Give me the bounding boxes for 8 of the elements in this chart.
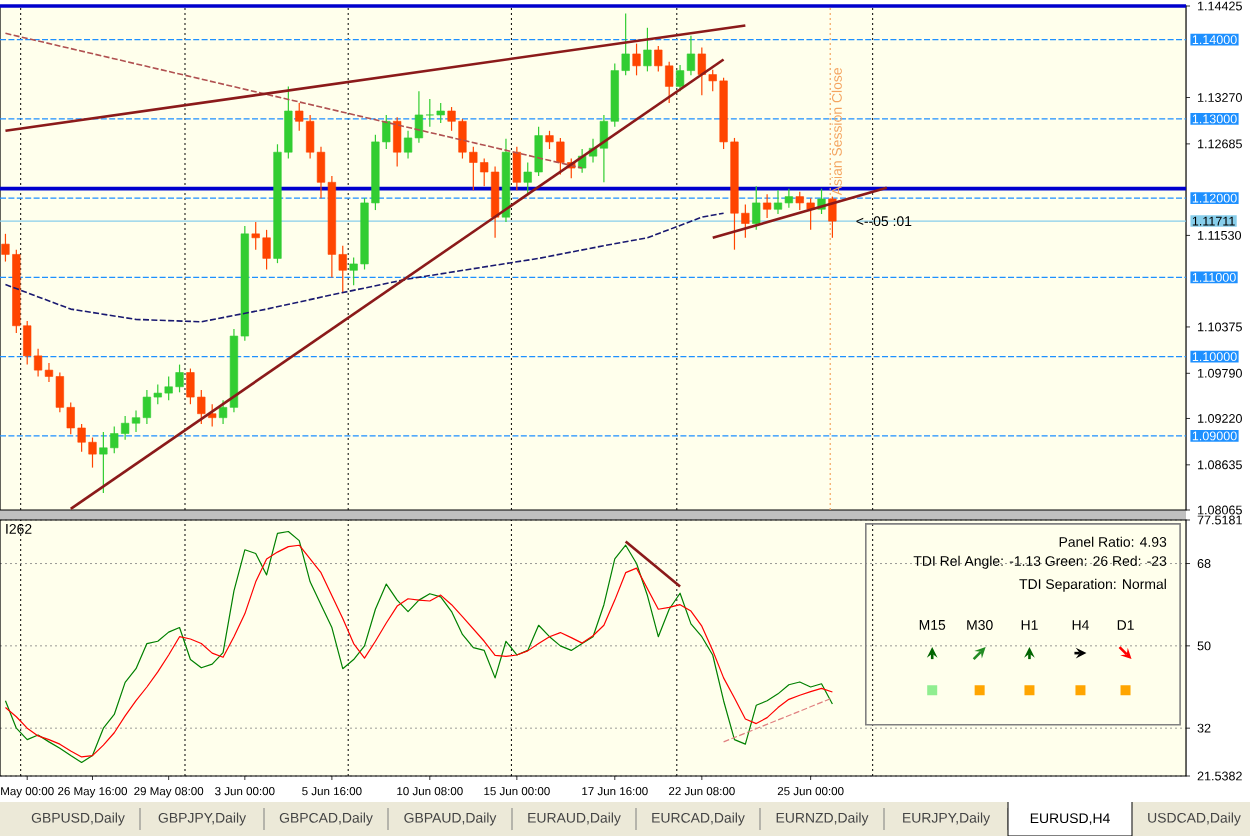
candlestick [643, 27, 652, 72]
line-series [4, 212, 725, 323]
candlestick [752, 185, 761, 231]
candlestick [632, 43, 641, 76]
candlestick [763, 193, 772, 219]
candlestick [393, 116, 402, 168]
candlestick [512, 146, 521, 191]
candlestick [828, 195, 837, 239]
